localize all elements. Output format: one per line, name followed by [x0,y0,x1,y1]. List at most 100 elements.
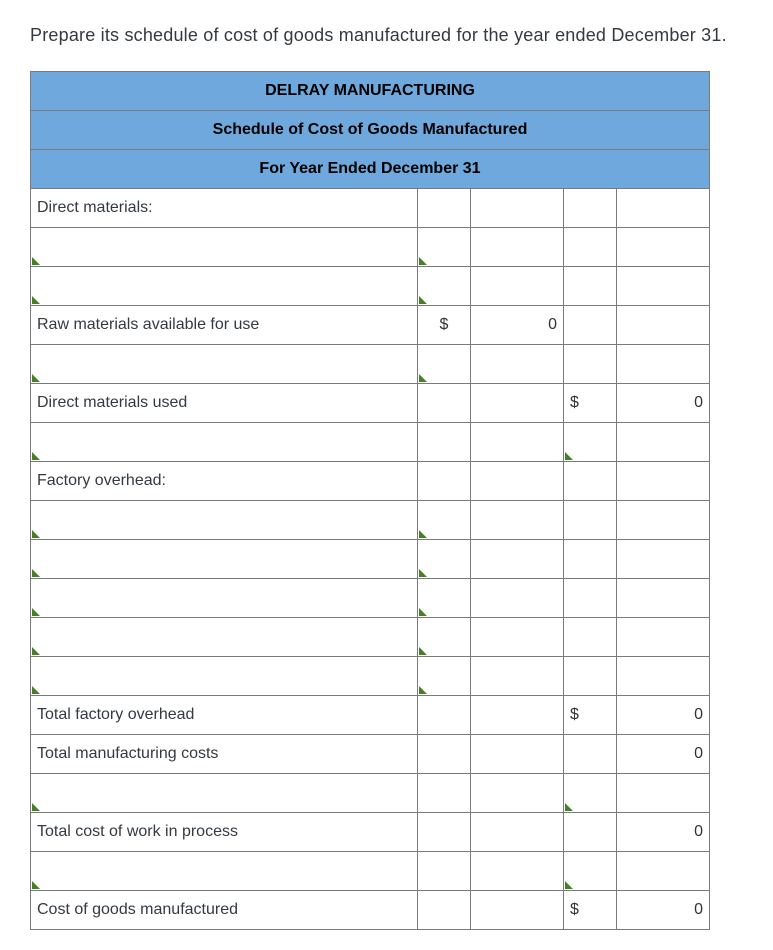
cell-blank [418,189,471,228]
cell-blank [471,618,564,657]
cell-blank [418,852,471,891]
cell-blank [471,579,564,618]
label-total-wip: Total cost of work in process [31,813,418,852]
cell-blank [471,228,564,267]
cell-blank [617,228,710,267]
amount-cogm: 0 [617,891,710,930]
cell-blank [418,813,471,852]
input-less-raw-mat-amount[interactable] [418,345,471,384]
cell-blank [617,501,710,540]
dropdown-direct-labor[interactable] [31,423,418,462]
currency-direct-mat-used: $ [564,384,617,423]
cell-blank [617,540,710,579]
cell-blank [617,852,710,891]
instruction-text: Prepare its schedule of cost of goods ma… [30,25,753,46]
cell-blank [617,618,710,657]
input-oh-line1-amount[interactable] [418,501,471,540]
cell-blank [471,423,564,462]
currency-cogm: $ [564,891,617,930]
dropdown-oh-line2[interactable] [31,540,418,579]
amount-total-factory-overhead: 0 [617,696,710,735]
cell-blank [471,735,564,774]
cell-blank [418,891,471,930]
dropdown-beg-wip[interactable] [31,774,418,813]
cell-blank [564,618,617,657]
currency-total-factory-overhead: $ [564,696,617,735]
cell-blank [418,774,471,813]
currency-raw-mat-avail: $ [418,306,471,345]
input-dm-line2-amount[interactable] [418,267,471,306]
header-company: DELRAY MANUFACTURING [31,72,710,111]
cell-blank [564,735,617,774]
cell-blank [471,891,564,930]
cell-blank [617,267,710,306]
dropdown-end-wip[interactable] [31,852,418,891]
cell-blank [418,696,471,735]
input-end-wip-amount[interactable] [564,852,617,891]
cell-blank [471,189,564,228]
cell-blank [471,384,564,423]
dropdown-oh-line1[interactable] [31,501,418,540]
cell-blank [471,540,564,579]
cell-blank [471,267,564,306]
cell-blank [564,540,617,579]
dropdown-less-raw-mat[interactable] [31,345,418,384]
cell-blank [418,423,471,462]
cell-blank [564,267,617,306]
cell-blank [564,657,617,696]
cell-blank [617,306,710,345]
cell-blank [564,579,617,618]
cell-blank [564,345,617,384]
cell-blank [617,423,710,462]
cell-blank [471,501,564,540]
amount-total-wip: 0 [617,813,710,852]
cell-blank [617,657,710,696]
input-oh-line4-amount[interactable] [418,618,471,657]
label-total-mfg-costs: Total manufacturing costs [31,735,418,774]
cell-blank [418,462,471,501]
cell-blank [617,774,710,813]
label-raw-mat-avail: Raw materials available for use [31,306,418,345]
cell-blank [617,462,710,501]
cell-blank [471,462,564,501]
label-direct-materials: Direct materials: [31,189,418,228]
cell-blank [418,735,471,774]
dropdown-dm-line1[interactable] [31,228,418,267]
input-oh-line3-amount[interactable] [418,579,471,618]
label-total-factory-overhead: Total factory overhead [31,696,418,735]
cell-blank [564,501,617,540]
label-direct-mat-used: Direct materials used [31,384,418,423]
cell-blank [617,189,710,228]
cell-blank [471,813,564,852]
amount-total-mfg-costs: 0 [617,735,710,774]
label-factory-overhead: Factory overhead: [31,462,418,501]
cell-blank [617,579,710,618]
input-beg-wip-amount[interactable] [564,774,617,813]
cell-blank [418,384,471,423]
cell-blank [471,696,564,735]
cell-blank [471,657,564,696]
input-dm-line1-amount[interactable] [418,228,471,267]
cell-blank [564,462,617,501]
label-cogm: Cost of goods manufactured [31,891,418,930]
amount-direct-mat-used: 0 [617,384,710,423]
dropdown-oh-line5[interactable] [31,657,418,696]
cell-blank [617,345,710,384]
dropdown-oh-line4[interactable] [31,618,418,657]
amount-raw-mat-avail: 0 [471,306,564,345]
header-period: For Year Ended December 31 [31,150,710,189]
cell-blank [564,813,617,852]
input-oh-line5-amount[interactable] [418,657,471,696]
cell-blank [564,228,617,267]
cell-blank [471,345,564,384]
input-direct-labor-amount[interactable] [564,423,617,462]
input-oh-line2-amount[interactable] [418,540,471,579]
dropdown-oh-line3[interactable] [31,579,418,618]
cell-blank [471,852,564,891]
cell-blank [564,306,617,345]
cell-blank [564,189,617,228]
cell-blank [471,774,564,813]
dropdown-dm-line2[interactable] [31,267,418,306]
header-title: Schedule of Cost of Goods Manufactured [31,111,710,150]
schedule-table: DELRAY MANUFACTURING Schedule of Cost of… [30,71,710,930]
